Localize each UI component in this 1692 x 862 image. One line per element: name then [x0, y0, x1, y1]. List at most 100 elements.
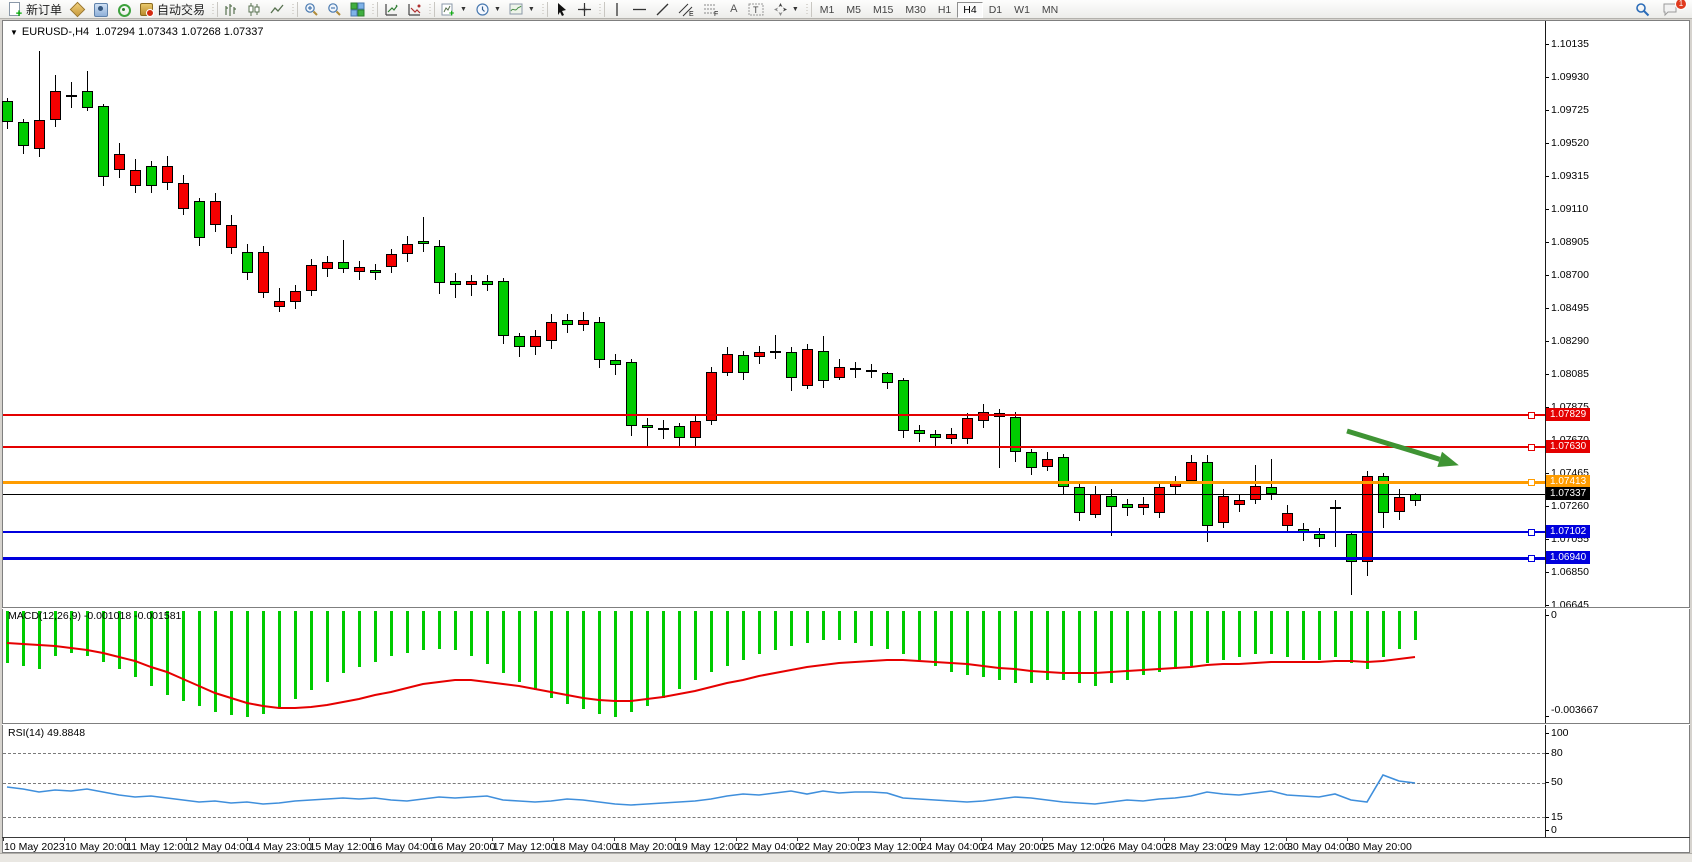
candle-body: [130, 170, 141, 186]
text-button[interactable]: A: [724, 1, 744, 18]
candle-body: [850, 368, 861, 370]
time-axis-label: 28 May 23:00: [1164, 841, 1229, 853]
timeframe-W1[interactable]: W1: [1008, 2, 1036, 18]
macd-histogram-bar: [438, 611, 441, 649]
price-axis-label: 1.09930: [1551, 71, 1589, 83]
timeframe-M15[interactable]: M15: [867, 2, 899, 18]
price-line-1.07337[interactable]: [3, 494, 1545, 495]
macd-histogram-bar: [1382, 611, 1385, 657]
periods-button[interactable]: ▼: [471, 1, 505, 18]
candle-body: [210, 201, 221, 225]
price-line-handle[interactable]: [1528, 555, 1535, 562]
pane-divider[interactable]: [2, 723, 1690, 724]
macd-histogram-bar: [86, 611, 89, 656]
new-order-button[interactable]: + 新订单: [4, 1, 66, 19]
timeframe-D1[interactable]: D1: [983, 2, 1008, 18]
time-axis-label: 12 May 04:00: [187, 841, 251, 853]
price-line-handle[interactable]: [1528, 479, 1535, 486]
macd-histogram-bar: [150, 611, 153, 686]
macd-histogram-bar: [502, 611, 505, 673]
macd-histogram-bar: [1174, 611, 1177, 669]
data-window-button[interactable]: [380, 1, 403, 18]
rsi-label: RSI(14) 49.8848: [8, 727, 86, 739]
price-line-1.07102[interactable]: [3, 531, 1545, 533]
candle-body: [50, 91, 61, 120]
price-line-handle[interactable]: [1528, 529, 1535, 536]
price-line-handle[interactable]: [1528, 412, 1535, 419]
templates-button[interactable]: ▼: [505, 1, 539, 18]
zoom-in-button[interactable]: [300, 1, 323, 18]
timeframe-toolbar: M1 M5 M15 M30 H1 H4 D1 W1 MN: [814, 0, 1064, 18]
candle-body: [98, 106, 109, 177]
signal-button[interactable]: [112, 1, 135, 18]
price-line-1.07413[interactable]: [3, 481, 1545, 484]
macd-histogram-bar: [726, 611, 729, 666]
trend-arrow-annotation[interactable]: [1346, 428, 1459, 467]
strategy-tester-button[interactable]: [403, 1, 426, 18]
rsi-axis-label: 50: [1551, 776, 1563, 788]
rsi-axis-label: 15: [1551, 811, 1563, 823]
timeframe-M1[interactable]: M1: [814, 2, 841, 18]
macd-axis-tick: [1545, 615, 1549, 616]
price-line-1.07829[interactable]: [3, 414, 1545, 416]
macd-histogram-bar: [678, 611, 681, 689]
time-axis-label: 16 May 20:00: [431, 841, 496, 853]
zoom-out-button[interactable]: [323, 1, 346, 18]
horizontal-line-button[interactable]: [628, 1, 651, 18]
autotrading-button[interactable]: 自动交易: [135, 1, 209, 18]
macd-histogram-bar: [182, 611, 185, 701]
text-label-button[interactable]: T: [744, 1, 769, 18]
macd-histogram-bar: [1414, 611, 1417, 640]
pane-divider[interactable]: [2, 607, 1690, 608]
price-axis-badge: 1.07413: [1546, 475, 1591, 488]
cursor-button[interactable]: [550, 1, 573, 18]
crosshair-button[interactable]: [573, 1, 596, 18]
candle-body: [834, 367, 845, 378]
timeframe-H4[interactable]: H4: [957, 2, 983, 18]
timeframe-H1[interactable]: H1: [932, 2, 957, 18]
price-line-handle[interactable]: [1528, 444, 1535, 451]
toolbar: + 新订单 自动交易 + ▼ ▼ ▼ E F A T: [0, 0, 1692, 19]
timeframe-M30[interactable]: M30: [899, 2, 931, 18]
terminal-button[interactable]: [89, 1, 112, 18]
time-axis-tick: [3, 838, 4, 841]
vertical-line-button[interactable]: [607, 1, 628, 18]
time-axis-tick: [125, 838, 127, 841]
price-line-1.07630[interactable]: [3, 446, 1545, 448]
candlestick-chart-button[interactable]: [243, 1, 266, 18]
arrows-button[interactable]: ▼: [769, 1, 803, 18]
symbol-header[interactable]: ▼ EURUSD-,H4 1.07294 1.07343 1.07268 1.07…: [10, 26, 264, 38]
new-order-icon: +: [8, 1, 23, 19]
candle-body: [434, 246, 445, 283]
market-watch-button[interactable]: [66, 1, 89, 18]
macd-axis-tick: [1545, 716, 1549, 717]
toolbar-separator: [804, 1, 812, 17]
bar-chart-button[interactable]: [220, 1, 243, 18]
trendline-button[interactable]: [651, 1, 674, 18]
candle-body: [738, 355, 749, 373]
candle-body: [354, 267, 365, 272]
toolbar-separator: [291, 1, 299, 17]
equidistant-channel-button[interactable]: E: [674, 1, 699, 18]
macd-histogram-bar: [1366, 611, 1369, 669]
indicators-button[interactable]: + ▼: [437, 1, 471, 18]
line-chart-button[interactable]: [266, 1, 289, 18]
tile-windows-button[interactable]: [346, 1, 369, 18]
timeframe-M5[interactable]: M5: [840, 2, 867, 18]
dropdown-caret-icon: ▼: [493, 5, 501, 13]
candle-wick: [39, 51, 40, 157]
price-axis-tick: [1545, 275, 1549, 276]
price-line-1.06940[interactable]: [3, 557, 1545, 560]
macd-histogram-bar: [198, 611, 201, 706]
fibonacci-button[interactable]: F: [699, 1, 724, 18]
price-axis-tick: [1545, 572, 1549, 573]
price-axis-tick: [1545, 407, 1549, 408]
macd-histogram-bar: [70, 611, 73, 653]
notifications-button[interactable]: 1: [1658, 0, 1687, 18]
zoom-out-icon: [328, 2, 341, 16]
candle-body: [818, 351, 829, 381]
rsi-line: [6, 774, 1416, 806]
timeframe-MN[interactable]: MN: [1036, 2, 1064, 18]
search-button[interactable]: [1631, 1, 1654, 18]
line-chart-icon: [270, 4, 284, 13]
